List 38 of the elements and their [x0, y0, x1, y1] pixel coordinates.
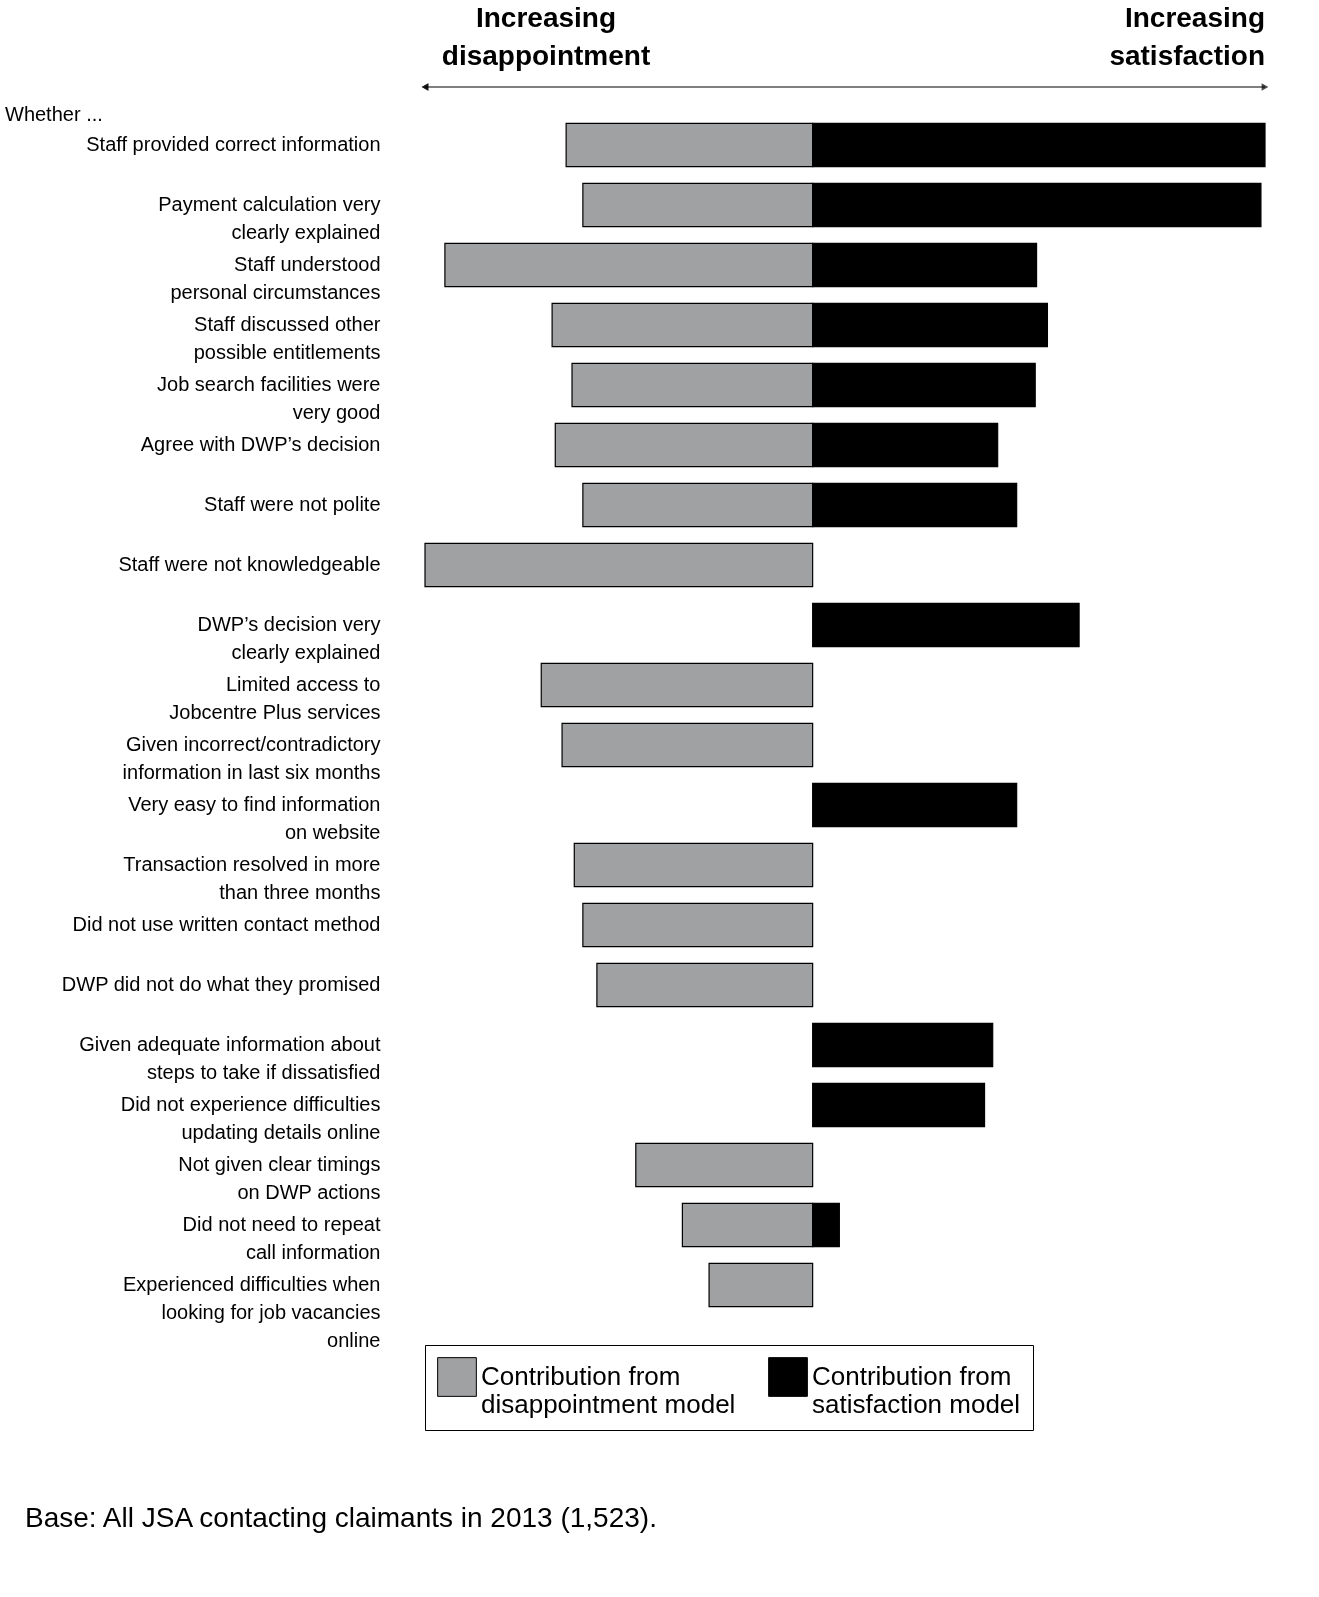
y-tick-label: Staff were not knowledgeable — [118, 553, 381, 575]
y-tick-label: DWP’s decision very clearly explained — [197, 613, 381, 663]
bar — [573, 842, 814, 888]
y-tick-label: Given adequate information about steps to take if dissatisfied — [79, 1033, 381, 1083]
y-tick-label: Did not need to repeat call information — [182, 1213, 381, 1263]
y-tick-label: Agree with DWP’s decision — [140, 433, 381, 455]
text: Base: All JSA contacting claimants in 2013 (1,523). — [25, 1502, 657, 1533]
bar — [812, 782, 1018, 828]
y-tick-label: Very easy to find information on website — [128, 793, 381, 843]
y-tick-label: Limited access to Jobcentre Plus services — [169, 673, 381, 723]
y-tick-label: Job search facilities were very good — [157, 373, 381, 423]
legend-label: Contribution from satisfaction model — [812, 1361, 1021, 1419]
text: Increasing satisfaction — [1109, 2, 1265, 71]
bar — [812, 602, 1080, 648]
y-tick-label: Staff were not polite — [204, 493, 381, 515]
text: Whether ... — [5, 103, 103, 125]
y-tick-label: Payment calculation very clearly explained — [158, 193, 381, 243]
bar — [708, 1262, 814, 1308]
y-tick-label: DWP did not do what they promised — [61, 973, 381, 995]
bar — [582, 902, 814, 948]
legend-label: Contribution from disappointment model — [481, 1361, 736, 1419]
bar — [540, 662, 814, 708]
bar — [812, 1082, 986, 1128]
text: Increasing disappointment — [441, 2, 651, 71]
bar — [596, 962, 814, 1008]
y-tick-label: Staff understood personal circumstances — [170, 253, 381, 303]
y-tick-label: Staff discussed other possible entitlements — [193, 313, 381, 363]
y-tick-label: Did not experience difficulties updating details online — [120, 1093, 381, 1143]
y-tick-label: Not given clear timings on DWP actions — [178, 1153, 381, 1203]
y-tick-label: Did not use written contact method — [72, 913, 381, 935]
y-tick-label: Given incorrect/contradictory information in last six months — [122, 733, 381, 783]
y-tick-label: Experienced difficulties when looking for job vacancies online — [122, 1273, 381, 1351]
bar — [561, 722, 814, 768]
y-tick-label: Transaction resolved in more than three months — [123, 853, 381, 903]
bar — [424, 542, 814, 588]
y-tick-label: Staff provided correct information — [86, 133, 381, 155]
bar — [635, 1142, 814, 1188]
bar — [812, 1022, 994, 1068]
